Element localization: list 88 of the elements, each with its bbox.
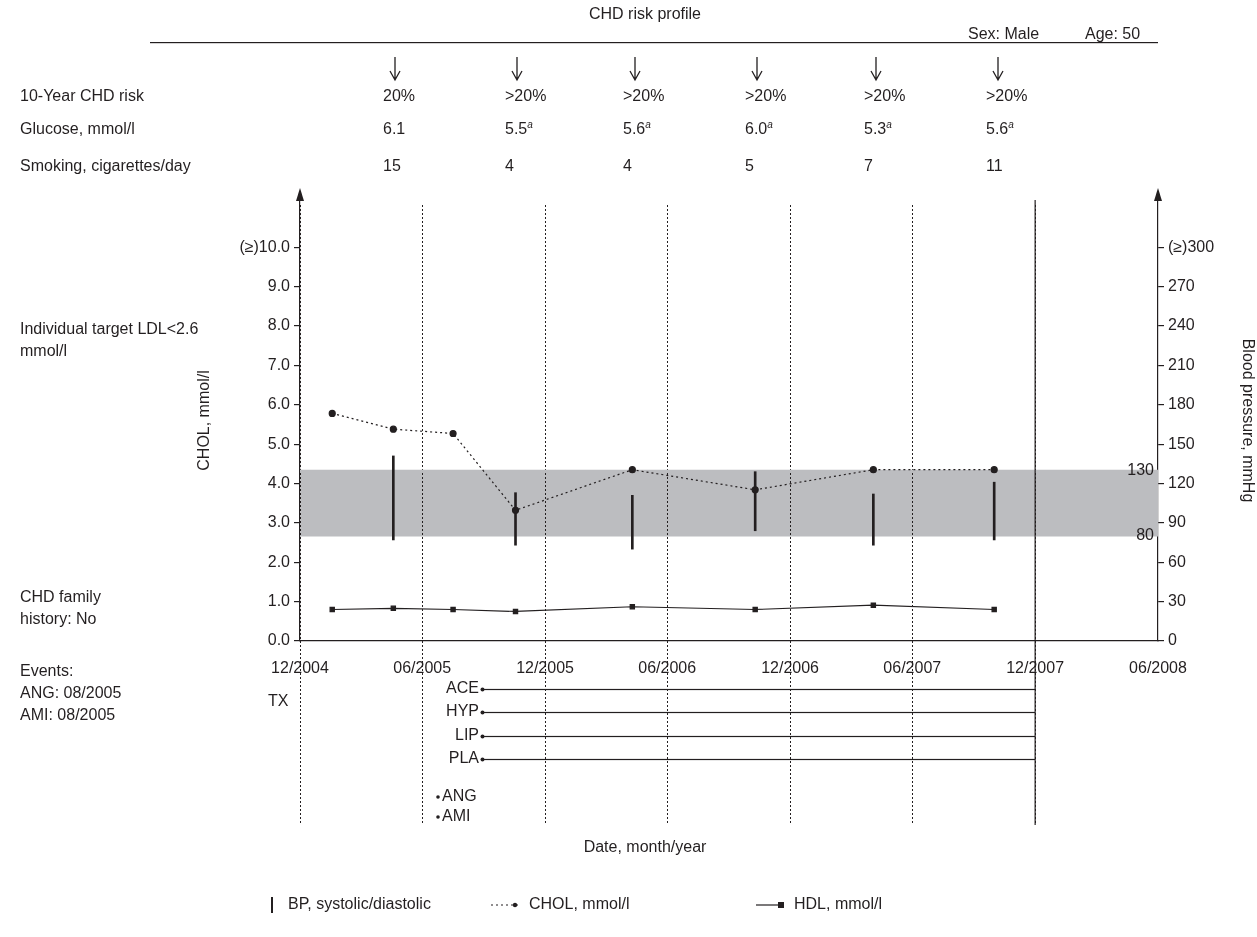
bar xyxy=(514,492,517,546)
y-tick-label: 4.0 xyxy=(267,473,291,491)
y2-tick-label: (≥)300 xyxy=(1168,237,1215,255)
text: ANG: 08/2005 xyxy=(20,684,122,702)
y2-tick-label: 210 xyxy=(1168,355,1195,373)
text: >20% xyxy=(986,87,1028,105)
y-tick-label: 8.0 xyxy=(267,316,291,334)
text: Smoking, cigarettes/day xyxy=(20,157,191,175)
text: Sex: Male xyxy=(968,25,1040,43)
y2-tick-label: 240 xyxy=(1168,316,1195,334)
x-tick-label: 06/2007 xyxy=(883,659,942,677)
point xyxy=(449,429,457,438)
y2-tick-label: 120 xyxy=(1168,473,1195,491)
point xyxy=(511,506,520,514)
y-tick-label: 6.0 xyxy=(267,395,291,413)
point xyxy=(991,606,997,613)
legend-label: BP, systolic/diastolic xyxy=(288,895,431,913)
point xyxy=(869,466,877,474)
text: Events: xyxy=(20,662,74,680)
text: 20% xyxy=(383,87,416,105)
point xyxy=(870,602,877,608)
text: 10-Year CHD risk xyxy=(20,87,145,105)
text: 7 xyxy=(864,157,873,175)
y2-tick-label: 150 xyxy=(1168,434,1195,452)
ref-line-label: 130 xyxy=(1127,460,1155,478)
point xyxy=(628,466,636,474)
text: 4 xyxy=(623,157,632,175)
y-tick-label: 0.0 xyxy=(267,631,291,649)
x-tick-label: 06/2006 xyxy=(638,659,697,677)
legend-label: HDL, mmol/l xyxy=(794,895,883,913)
text: HYP xyxy=(446,702,480,720)
y-tick-label: 9.0 xyxy=(267,277,291,295)
legend-label: CHOL, mmol/l xyxy=(529,895,630,913)
y2-tick-label: 180 xyxy=(1168,395,1195,413)
text: 11 xyxy=(986,157,1003,175)
point xyxy=(450,606,456,613)
text: TX xyxy=(268,692,289,710)
text: ANG xyxy=(442,787,477,805)
x-tick-label: 06/2005 xyxy=(393,659,452,677)
y-tick-label: 7.0 xyxy=(267,355,291,373)
text: CHD family history: No xyxy=(20,588,101,628)
text: ACE xyxy=(446,679,480,697)
x-tick-label: 12/2006 xyxy=(761,659,820,677)
point xyxy=(752,606,758,613)
chart-title: CHD risk profile xyxy=(588,5,702,23)
bar xyxy=(992,481,996,541)
text: 5 xyxy=(745,157,754,175)
x-tick-label: 12/2005 xyxy=(516,659,575,677)
y-tick-label: 3.0 xyxy=(267,513,291,531)
y2-tick-label: 90 xyxy=(1168,513,1186,531)
text: >20% xyxy=(745,87,787,105)
text: >20% xyxy=(505,87,547,105)
text: LIP xyxy=(454,726,479,744)
y-axis-title: CHOL, mmol/l xyxy=(195,370,213,471)
point xyxy=(328,409,336,418)
y2-tick-label: 0 xyxy=(1168,631,1177,649)
x-tick-label: 12/2004 xyxy=(271,659,330,677)
text: 15 xyxy=(383,157,401,175)
point xyxy=(629,604,636,610)
text: AMI xyxy=(442,807,471,825)
y2-tick-label: 270 xyxy=(1168,277,1195,295)
text: Age: 50 xyxy=(1085,25,1141,43)
text: AMI: 08/2005 xyxy=(20,706,116,724)
text: PLA xyxy=(448,749,480,767)
point xyxy=(751,486,759,494)
point xyxy=(389,425,397,433)
bar xyxy=(630,494,634,550)
y2-tick-label: 30 xyxy=(1168,592,1186,610)
y2-tick-label: 60 xyxy=(1168,552,1186,570)
text: >20% xyxy=(864,87,906,105)
y2-axis-title: Blood pressure, mmHg xyxy=(1239,338,1257,503)
ref-line-label: 80 xyxy=(1136,526,1155,544)
text: >20% xyxy=(623,87,665,105)
bar xyxy=(391,455,395,541)
text: Individual target LDL<2.6 mmol/l xyxy=(20,320,199,360)
text: Glucose, mmol/l xyxy=(20,120,135,138)
point xyxy=(329,606,335,613)
bar xyxy=(872,493,875,546)
x-tick-label: 06/2008 xyxy=(1129,659,1188,677)
y-tick-label: 5.0 xyxy=(267,434,291,452)
y-tick-label: (≥)10.0 xyxy=(239,237,291,255)
text: Date, month/year xyxy=(583,838,708,856)
text: 6.1 xyxy=(383,120,406,138)
point xyxy=(990,466,998,474)
y-tick-label: 2.0 xyxy=(267,552,291,570)
y-tick-label: 1.0 xyxy=(267,592,291,610)
text: 4 xyxy=(505,157,514,175)
bar xyxy=(753,471,757,532)
